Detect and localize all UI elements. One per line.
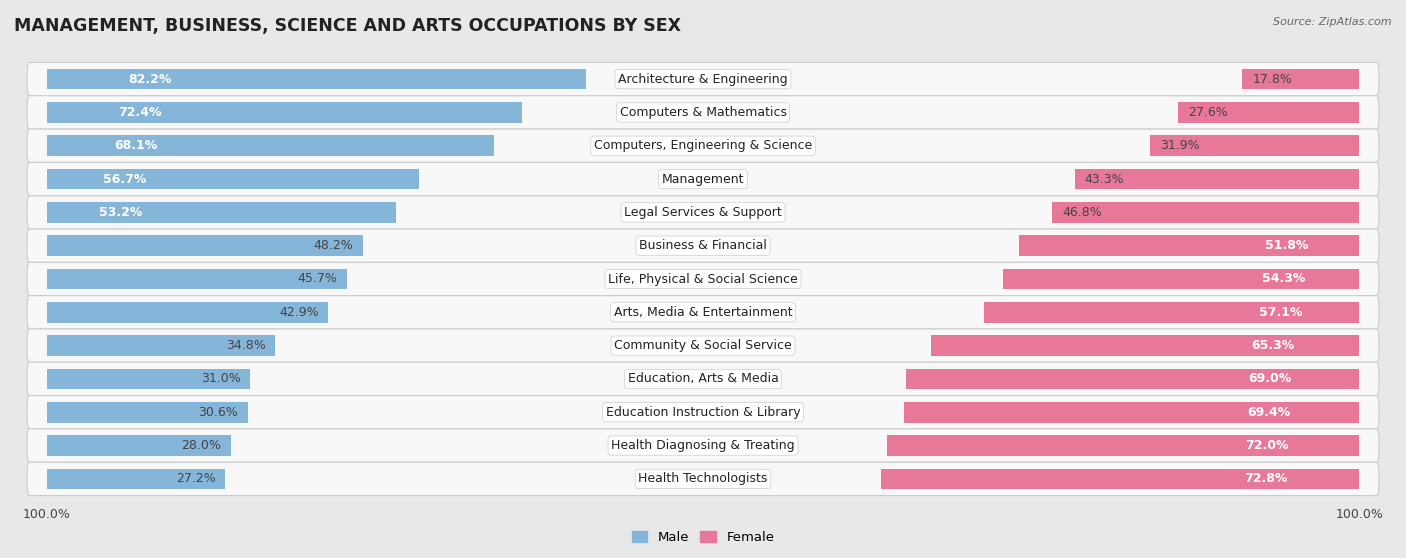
FancyBboxPatch shape [27, 96, 1379, 129]
Text: 53.2%: 53.2% [100, 206, 142, 219]
Bar [46, 435, 231, 456]
FancyBboxPatch shape [27, 329, 1379, 362]
Text: 27.6%: 27.6% [1188, 106, 1227, 119]
FancyBboxPatch shape [27, 429, 1379, 462]
Bar [907, 369, 1360, 389]
Text: Computers, Engineering & Science: Computers, Engineering & Science [593, 140, 813, 152]
Text: Computers & Mathematics: Computers & Mathematics [620, 106, 786, 119]
FancyBboxPatch shape [27, 462, 1379, 496]
Bar [904, 402, 1360, 422]
Text: 45.7%: 45.7% [297, 272, 337, 286]
Text: Management: Management [662, 172, 744, 186]
Text: 28.0%: 28.0% [181, 439, 221, 452]
Text: 31.0%: 31.0% [201, 372, 240, 386]
Bar [46, 302, 329, 323]
Text: Business & Financial: Business & Financial [640, 239, 766, 252]
Bar [1150, 136, 1360, 156]
Text: Health Technologists: Health Technologists [638, 473, 768, 485]
Bar [46, 136, 494, 156]
Bar [46, 169, 419, 189]
Bar [46, 268, 347, 290]
Bar [46, 369, 250, 389]
Bar [1178, 102, 1360, 123]
Legend: Male, Female: Male, Female [626, 526, 780, 549]
FancyBboxPatch shape [27, 162, 1379, 196]
Text: 56.7%: 56.7% [103, 172, 146, 186]
Bar [46, 235, 363, 256]
Text: Legal Services & Support: Legal Services & Support [624, 206, 782, 219]
Text: 34.8%: 34.8% [225, 339, 266, 352]
Bar [46, 102, 522, 123]
Text: 72.0%: 72.0% [1244, 439, 1288, 452]
Text: Community & Social Service: Community & Social Service [614, 339, 792, 352]
Bar [1076, 169, 1360, 189]
Text: 31.9%: 31.9% [1160, 140, 1199, 152]
Text: 43.3%: 43.3% [1085, 172, 1125, 186]
Text: 17.8%: 17.8% [1253, 73, 1292, 85]
Bar [984, 302, 1360, 323]
Bar [1052, 202, 1360, 223]
Text: Architecture & Engineering: Architecture & Engineering [619, 73, 787, 85]
Bar [1002, 268, 1360, 290]
Text: 46.8%: 46.8% [1062, 206, 1102, 219]
FancyBboxPatch shape [27, 362, 1379, 396]
Text: 82.2%: 82.2% [128, 73, 172, 85]
FancyBboxPatch shape [27, 129, 1379, 162]
Text: Life, Physical & Social Science: Life, Physical & Social Science [609, 272, 797, 286]
Bar [931, 335, 1360, 356]
Text: Arts, Media & Entertainment: Arts, Media & Entertainment [613, 306, 793, 319]
Bar [46, 402, 247, 422]
Text: 65.3%: 65.3% [1251, 339, 1295, 352]
Bar [1019, 235, 1360, 256]
Text: 48.2%: 48.2% [314, 239, 353, 252]
Text: MANAGEMENT, BUSINESS, SCIENCE AND ARTS OCCUPATIONS BY SEX: MANAGEMENT, BUSINESS, SCIENCE AND ARTS O… [14, 17, 681, 35]
Text: 72.4%: 72.4% [118, 106, 162, 119]
Bar [887, 435, 1360, 456]
Text: 27.2%: 27.2% [176, 473, 215, 485]
Bar [1243, 69, 1360, 89]
Text: 72.8%: 72.8% [1244, 473, 1288, 485]
FancyBboxPatch shape [27, 62, 1379, 96]
Text: 54.3%: 54.3% [1263, 272, 1306, 286]
Bar [46, 69, 586, 89]
Bar [46, 202, 396, 223]
Text: Education Instruction & Library: Education Instruction & Library [606, 406, 800, 418]
Text: 57.1%: 57.1% [1260, 306, 1303, 319]
Bar [46, 469, 225, 489]
Text: 69.0%: 69.0% [1249, 372, 1291, 386]
FancyBboxPatch shape [27, 229, 1379, 262]
FancyBboxPatch shape [27, 396, 1379, 429]
Text: Education, Arts & Media: Education, Arts & Media [627, 372, 779, 386]
Bar [46, 335, 276, 356]
Text: Source: ZipAtlas.com: Source: ZipAtlas.com [1274, 17, 1392, 27]
Text: 51.8%: 51.8% [1265, 239, 1308, 252]
Text: 30.6%: 30.6% [198, 406, 238, 418]
FancyBboxPatch shape [27, 296, 1379, 329]
FancyBboxPatch shape [27, 262, 1379, 296]
Text: 68.1%: 68.1% [114, 140, 157, 152]
Text: 69.4%: 69.4% [1247, 406, 1291, 418]
Bar [882, 469, 1360, 489]
FancyBboxPatch shape [27, 196, 1379, 229]
Text: Health Diagnosing & Treating: Health Diagnosing & Treating [612, 439, 794, 452]
Text: 42.9%: 42.9% [278, 306, 319, 319]
